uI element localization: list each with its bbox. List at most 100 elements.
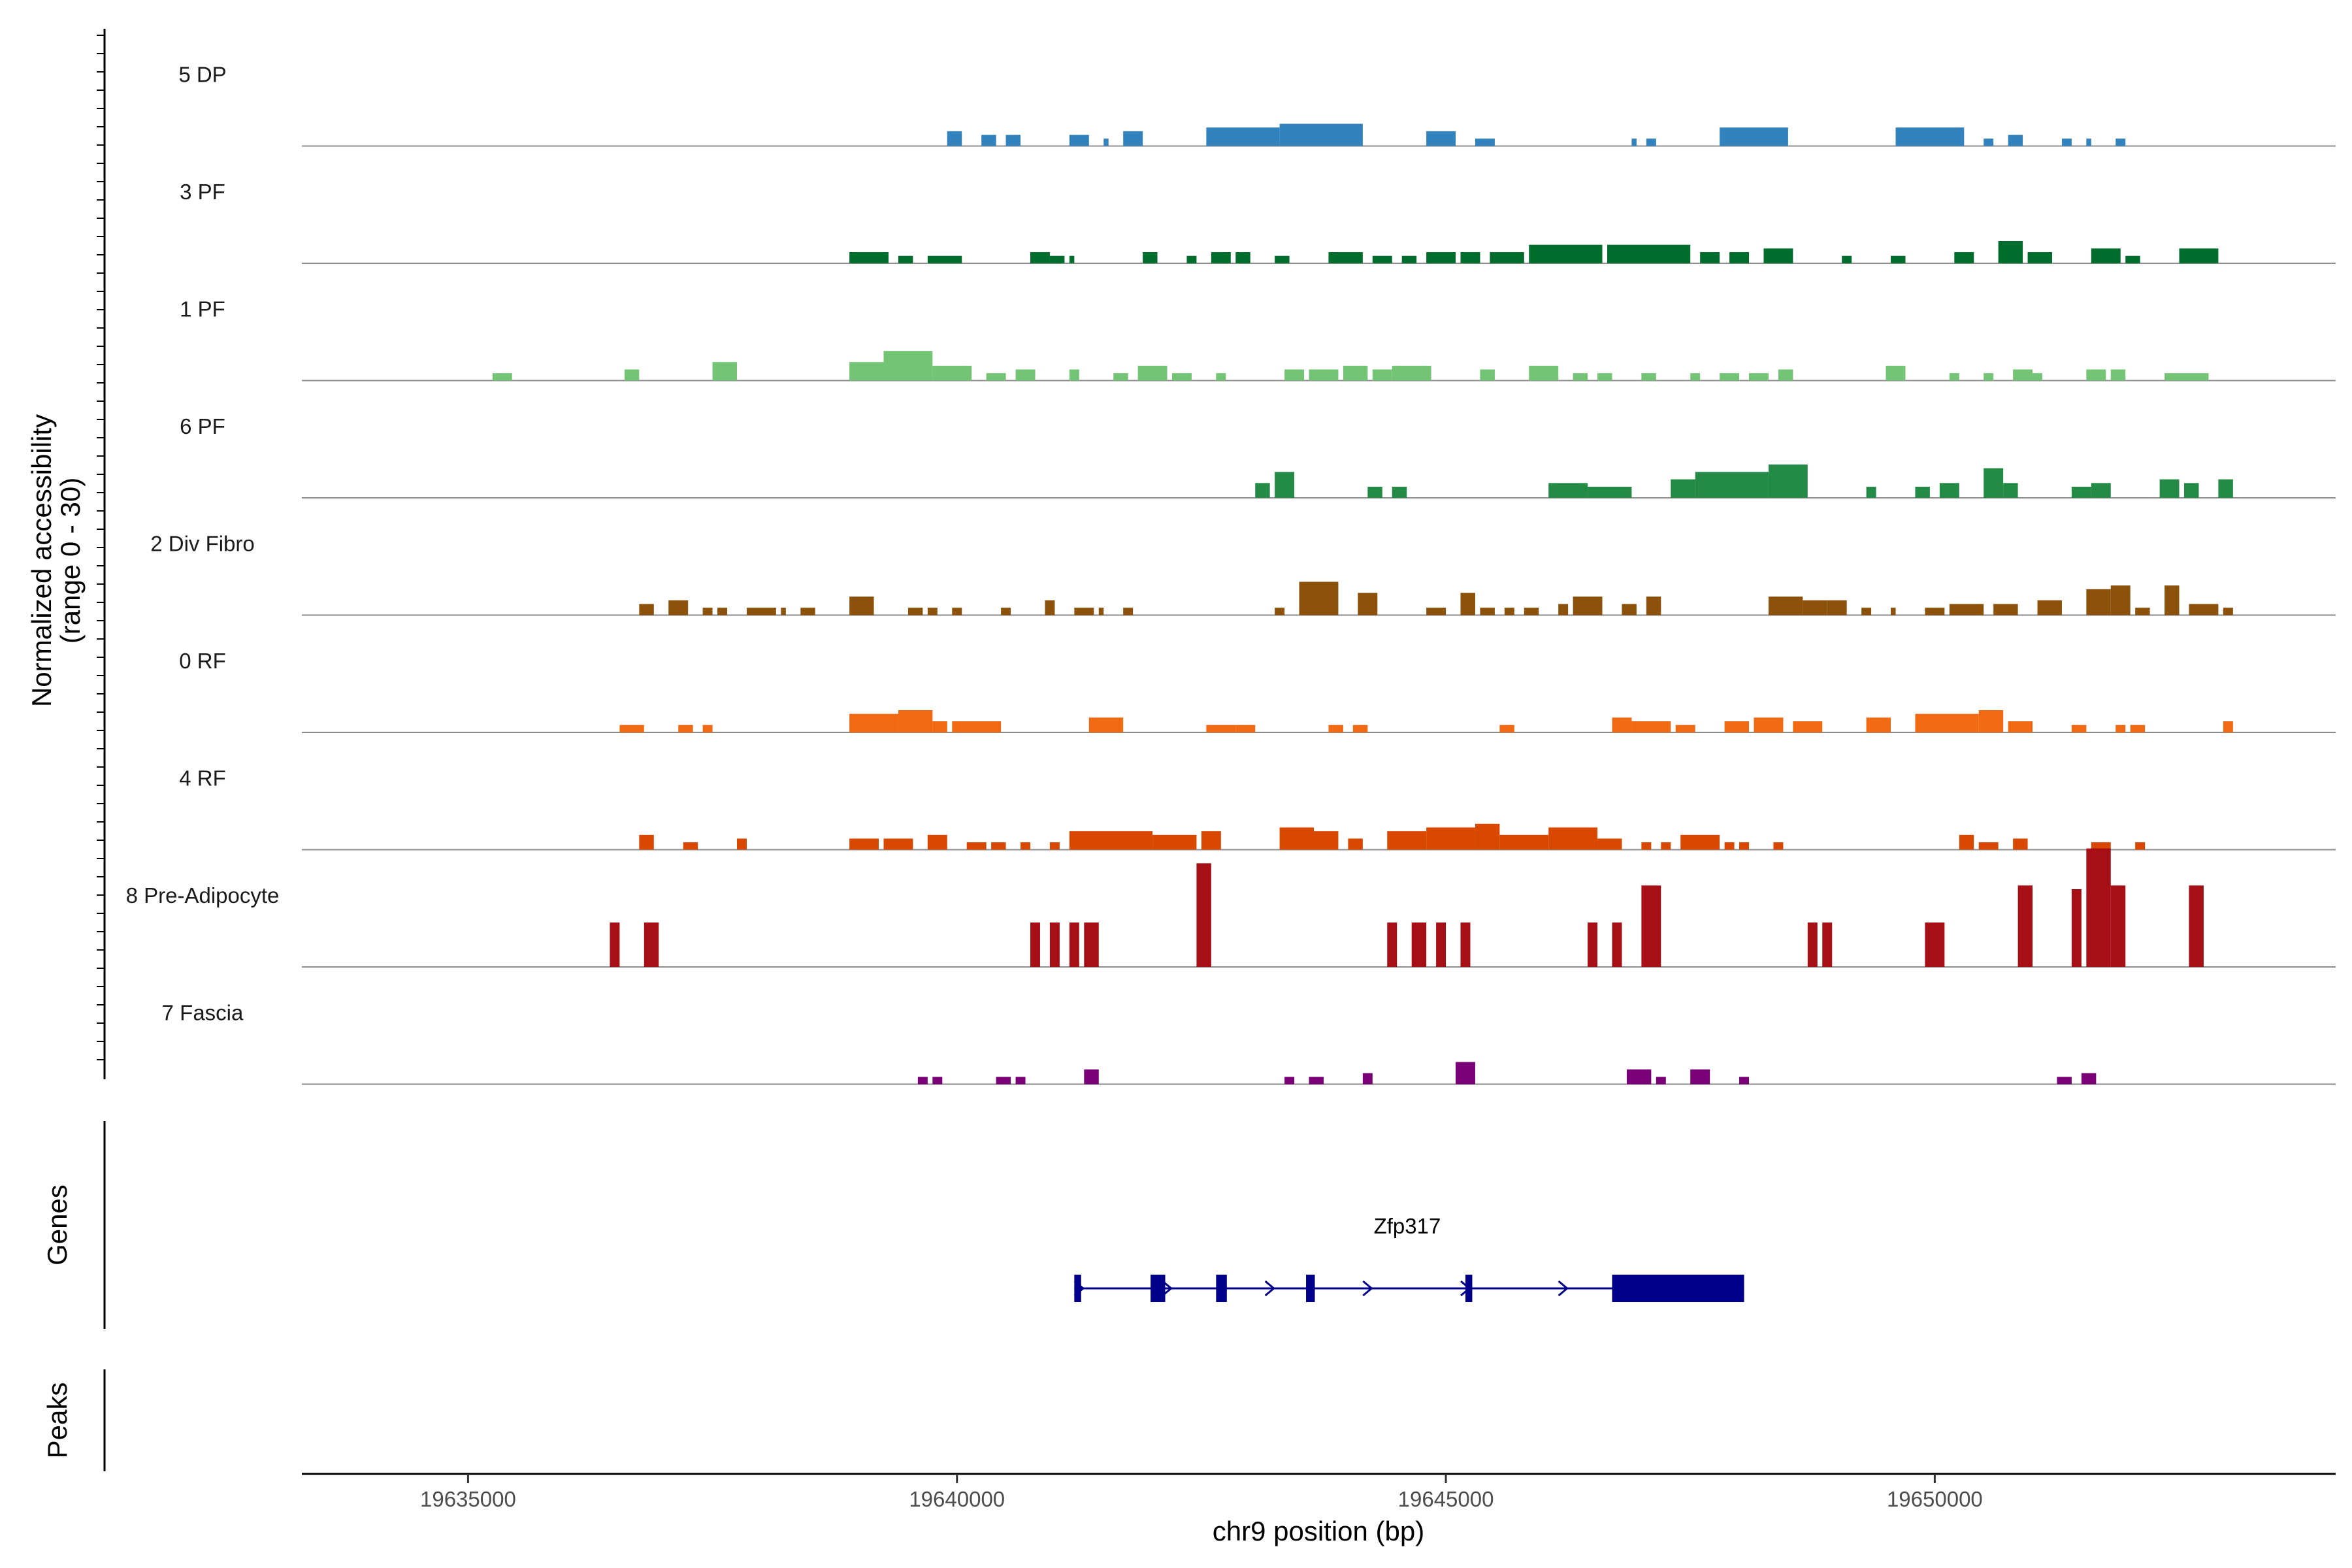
coverage-region (2086, 139, 2091, 146)
coverage-region (1137, 365, 1168, 381)
coverage-region (1152, 834, 1197, 850)
coverage-region (1426, 827, 1475, 850)
coverage-region (1358, 593, 1378, 615)
coverage-region (1612, 717, 1632, 732)
x-tick-label: 19650000 (1887, 1487, 1983, 1511)
coverage-region (1886, 365, 1906, 381)
coverage-region (1993, 604, 2018, 615)
coverage-region (1284, 369, 1305, 381)
coverage-region (883, 838, 913, 850)
coverage-region (2071, 725, 2087, 732)
coverage-region (1749, 373, 1769, 381)
coverage-region (1959, 834, 1974, 850)
coverage-region (644, 923, 659, 967)
coverage-region (1915, 713, 1979, 732)
coverage-region (947, 131, 962, 146)
track-2-div-fibro: 2 Div Fibro (150, 532, 2336, 616)
coverage-region (1098, 608, 1104, 615)
coverage-region (1504, 608, 1514, 615)
coverage-region (1822, 923, 1833, 967)
x-tick-label: 19640000 (909, 1487, 1005, 1511)
coverage-region (2037, 600, 2062, 615)
track-8-pre-adipocyte: 8 Pre-Adipocyte (126, 848, 2336, 968)
coverage-region (1720, 127, 1788, 146)
coverage-region (1641, 885, 1661, 967)
coverage-region (1984, 373, 1994, 381)
coverage-region (1475, 823, 1500, 850)
genes-panel-label: Genes (42, 1184, 73, 1266)
coverage-region (1387, 923, 1397, 967)
coverage-region (927, 834, 947, 850)
coverage-region (2189, 604, 2219, 615)
coverage-region (2013, 369, 2033, 381)
strand-arrow-icon (1362, 1280, 1373, 1297)
coverage-region (1646, 139, 1656, 146)
strand-arrow-icon (1460, 1280, 1471, 1297)
coverage-region (2115, 725, 2126, 732)
track-label: 3 PF (180, 180, 225, 204)
coverage-region (702, 608, 713, 615)
coverage-region (966, 842, 987, 850)
coverage-region (639, 604, 654, 615)
coverage-region (1984, 468, 2004, 498)
coverage-region (1597, 838, 1622, 850)
coverage-region (932, 721, 947, 732)
coverage-region (1631, 721, 1671, 732)
coverage-region (2164, 373, 2189, 381)
coverage-region (1641, 373, 1656, 381)
coverage-region (2027, 252, 2052, 263)
coverage-region (1984, 139, 1994, 146)
coverage-region (1426, 608, 1446, 615)
x-tick-label: 19645000 (1398, 1487, 1494, 1511)
coverage-region (1998, 241, 2023, 263)
coverage-region (1597, 373, 1612, 381)
coverage-region (2189, 373, 2209, 381)
track-7-fascia: 7 Fascia (162, 1001, 2336, 1085)
coverage-region (610, 923, 620, 967)
coverage-region (2086, 848, 2111, 967)
coverage-region (991, 842, 1006, 850)
coverage-region (927, 608, 938, 615)
track-label: 6 PF (180, 414, 225, 438)
coverage-region (1739, 842, 1750, 850)
gene-model: Zfp317 (1073, 1214, 1744, 1302)
coverage-region (1426, 252, 1456, 263)
coverage-region (952, 721, 1002, 732)
coverage-region (1069, 255, 1075, 263)
coverage-region (1949, 373, 1959, 381)
coverage-region (917, 1077, 928, 1085)
coverage-region (1925, 923, 1945, 967)
coverage-region (1891, 608, 1896, 615)
coverage-region (883, 351, 933, 381)
coverage-region (781, 608, 786, 615)
coverage-region (1088, 717, 1124, 732)
coverage-region (1480, 369, 1495, 381)
coverage-region (1172, 373, 1192, 381)
coverage-region (927, 255, 962, 263)
coverage-region (1622, 604, 1637, 615)
coverage-region (2223, 721, 2233, 732)
coverage-region (1021, 842, 1030, 850)
coverage-region (1656, 1077, 1666, 1085)
coverage-region (2071, 889, 2082, 967)
coverage-region (849, 252, 889, 263)
coverage-region (1807, 923, 1818, 967)
coverage-region (2110, 369, 2126, 381)
coverage-region (619, 725, 644, 732)
coverage-region (1206, 127, 1280, 146)
coverage-region (1275, 608, 1285, 615)
coverage-region (2061, 139, 2072, 146)
coverage-region (1739, 1077, 1750, 1085)
coverage-region (1700, 252, 1720, 263)
coverage-region (1949, 604, 1984, 615)
coverage-region (1113, 373, 1128, 381)
coverage-region (981, 135, 996, 146)
coverage-region (1362, 1073, 1373, 1085)
coverage-region (952, 608, 962, 615)
coverage-region (1015, 1077, 1026, 1085)
track-3-pf: 3 PF (180, 180, 2336, 264)
coverage-region (800, 608, 815, 615)
coverage-region (702, 725, 713, 732)
track-label: 8 Pre-Adipocyte (126, 883, 280, 907)
